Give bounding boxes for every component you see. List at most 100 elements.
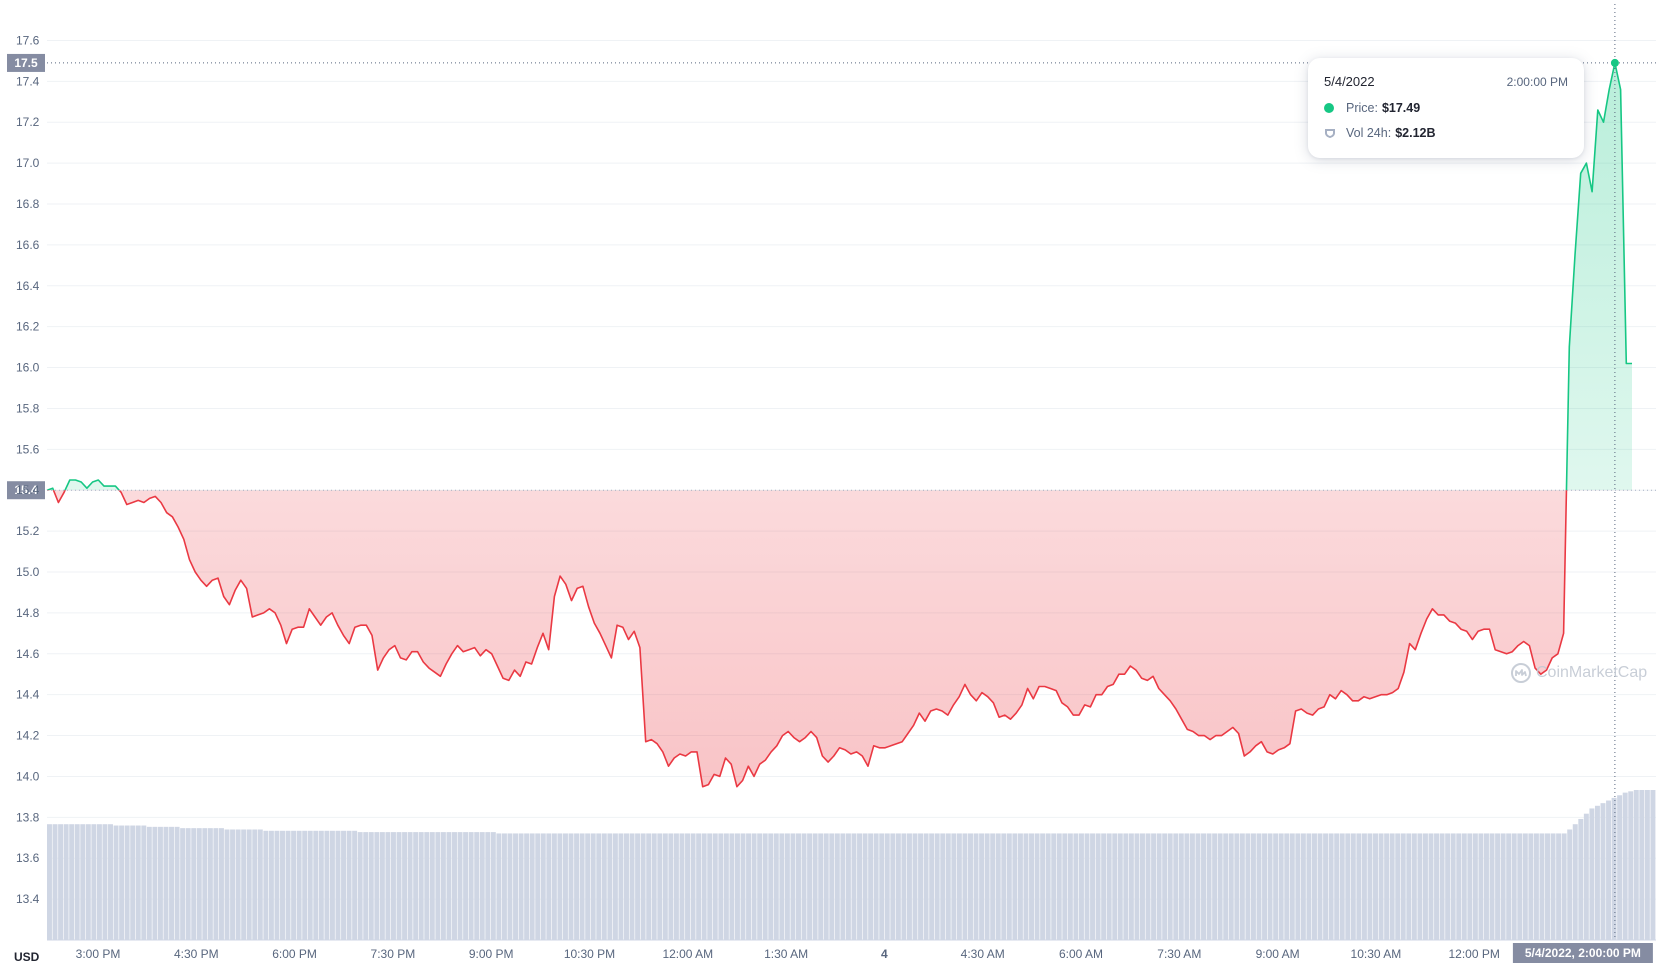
crosshair-price-label-bg [7, 53, 45, 72]
x-tick-label: 9:00 AM [1256, 947, 1300, 961]
y-tick-label: 14.6 [16, 647, 40, 661]
volume-bar [1151, 833, 1157, 940]
volume-bar [1306, 833, 1312, 940]
volume-bar [934, 833, 940, 940]
volume-bar [440, 832, 446, 940]
volume-bar [901, 833, 907, 940]
volume-bar [1356, 833, 1362, 940]
volume-bar [1606, 800, 1612, 940]
volume-bar [1428, 833, 1434, 940]
y-tick-label: 15.6 [16, 442, 40, 456]
volume-bar [1467, 833, 1473, 940]
x-tick-label: 3:00 PM [76, 947, 121, 961]
volume-bar [857, 833, 862, 940]
volume-bar [1350, 833, 1356, 940]
volume-bar [929, 833, 935, 940]
volume-bar [363, 832, 369, 940]
volume-bar [1289, 833, 1295, 940]
volume-bar [1384, 833, 1390, 940]
x-tick-label: 12:00 PM [1449, 947, 1500, 961]
volume-bar [1511, 833, 1517, 940]
volume-bars [47, 790, 1656, 940]
volume-bar [518, 833, 524, 940]
price-area [47, 62, 1632, 787]
volume-bar [1378, 833, 1384, 940]
volume-bar [1034, 833, 1040, 940]
volume-bar [973, 833, 979, 940]
volume-bar [1422, 833, 1428, 940]
volume-bar [1506, 833, 1512, 940]
x-tick-label: 4:30 AM [961, 947, 1005, 961]
volume-bar [1162, 833, 1168, 940]
volume-bar [213, 828, 219, 940]
volume-bar [1361, 833, 1367, 940]
volume-bar [446, 832, 452, 940]
volume-bar [1073, 833, 1079, 940]
volume-bar [296, 830, 302, 940]
watermark: CoinMarketCap [1510, 662, 1647, 684]
volume-bar [218, 828, 224, 940]
volume-bar [1184, 833, 1190, 940]
volume-bar [801, 833, 807, 940]
y-tick-label: 13.4 [16, 892, 40, 906]
y-tick-label: 16.6 [16, 238, 40, 252]
volume-bar [141, 825, 147, 940]
price-dot-icon [1324, 103, 1334, 113]
volume-bar [1189, 833, 1195, 940]
volume-bar [1123, 833, 1129, 940]
grid-lines [47, 39, 1656, 900]
volume-bar [762, 833, 768, 940]
volume-bar [1578, 818, 1584, 940]
volume-bar [574, 833, 580, 940]
volume-bar [535, 833, 541, 940]
volume-bar [496, 833, 502, 940]
x-tick-label: 6:00 AM [1059, 947, 1103, 961]
volume-bar [1101, 833, 1107, 940]
volume-bar [1167, 833, 1173, 940]
volume-bar [169, 826, 175, 940]
volume-bar [729, 833, 735, 940]
volume-bar [368, 832, 374, 940]
volume-bar [490, 832, 496, 940]
volume-bar [1472, 833, 1478, 940]
volume-bar [529, 833, 535, 940]
volume-bar [1639, 790, 1645, 940]
volume-bar [74, 824, 80, 940]
tooltip-volume-label: Vol 24h: [1346, 126, 1392, 140]
volume-bar [1328, 833, 1334, 940]
y-tick-label: 17.6 [16, 33, 40, 47]
volume-bar [1484, 833, 1489, 940]
volume-bar [1434, 833, 1440, 940]
volume-bar [1400, 833, 1406, 940]
volume-bar [352, 830, 358, 940]
volume-bar [246, 829, 252, 940]
volume-bar [740, 833, 746, 940]
volume-bar [890, 833, 896, 940]
y-tick-label: 14.8 [16, 606, 40, 620]
volume-bar [230, 829, 236, 940]
volume-bar [1256, 833, 1262, 940]
volume-bar [662, 833, 668, 940]
volume-bar [1017, 833, 1023, 940]
volume-bar [1084, 833, 1090, 940]
y-tick-label: 16.4 [16, 279, 40, 293]
volume-bar [346, 830, 352, 940]
volume-bar [668, 833, 674, 940]
volume-bar [113, 825, 119, 940]
volume-bar [918, 833, 924, 940]
volume-bar [1250, 833, 1256, 940]
volume-bar [979, 833, 985, 940]
volume-bar [701, 833, 707, 940]
volume-bar [252, 829, 258, 940]
volume-bar [1406, 833, 1412, 940]
volume-bar [135, 825, 141, 940]
volume-bar [984, 833, 990, 940]
watermark-text: CoinMarketCap [1536, 664, 1648, 681]
volume-bar [568, 833, 574, 940]
x-tick-label: 4 [881, 947, 888, 961]
volume-bar [1006, 833, 1012, 940]
volume-bar [119, 825, 125, 940]
y-tick-label: 17.0 [16, 156, 40, 170]
volume-bar [1062, 833, 1068, 940]
